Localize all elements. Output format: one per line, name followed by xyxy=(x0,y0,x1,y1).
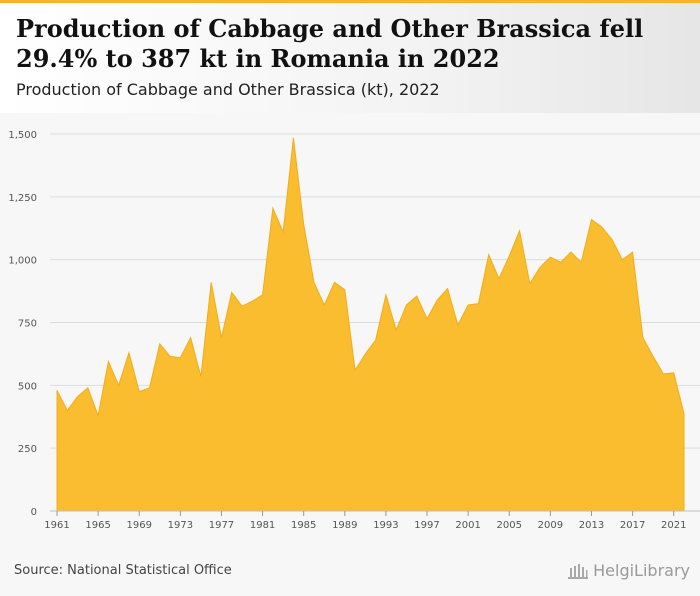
x-tick-label: 1989 xyxy=(332,520,357,531)
library-building-icon xyxy=(568,563,589,579)
x-tick-label: 1973 xyxy=(168,520,193,531)
x-tick-label: 1965 xyxy=(85,520,110,531)
x-tick-label: 2013 xyxy=(579,520,604,531)
x-tick-label: 1969 xyxy=(127,520,152,531)
chart-subtitle: Production of Cabbage and Other Brassica… xyxy=(16,80,440,99)
x-tick-label: 1985 xyxy=(291,520,316,531)
y-tick-label: 0 xyxy=(31,507,37,518)
source-note: Source: National Statistical Office xyxy=(14,563,232,578)
x-tick-label: 1977 xyxy=(209,520,234,531)
x-tick-label: 2017 xyxy=(620,520,645,531)
y-tick-label: 1,500 xyxy=(8,130,37,141)
x-tick-label: 1981 xyxy=(250,520,275,531)
x-tick-label: 1961 xyxy=(44,520,69,531)
brand-name: HelgiLibrary xyxy=(593,561,690,580)
x-tick-label: 1997 xyxy=(414,520,439,531)
area-chart: 0 250 500 750 1,000 1,250 1,500 1961 1965 1969 197… xyxy=(8,130,700,531)
chart-title: Production of Cabbage and Other Brassica… xyxy=(16,14,644,73)
y-tick-label: 500 xyxy=(18,381,37,392)
y-tick-label: 1,000 xyxy=(8,256,37,267)
x-tick-label: 2005 xyxy=(497,520,522,531)
y-tick-label: 1,250 xyxy=(8,193,37,204)
x-tick-label: 2009 xyxy=(538,520,563,531)
y-tick-label: 250 xyxy=(18,444,37,455)
x-tick-label: 2001 xyxy=(455,520,480,531)
header-panel: Production of Cabbage and Other Brassica… xyxy=(0,0,700,113)
x-tick-label: 2021 xyxy=(661,520,686,531)
accent-bar xyxy=(0,0,700,3)
x-tick-label: 1993 xyxy=(373,520,398,531)
area-series xyxy=(56,137,685,512)
helgi-library-logo: HelgiLibrary xyxy=(567,561,690,580)
y-tick-label: 750 xyxy=(18,319,37,330)
